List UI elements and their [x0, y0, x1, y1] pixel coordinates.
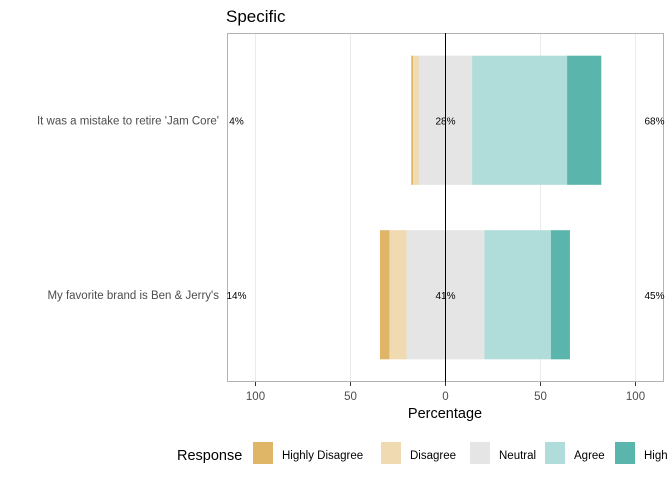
legend: Response Highly Disagree Disagree Neutral A… — [177, 442, 668, 464]
bar-segment-highly-disagree-0 — [411, 55, 414, 185]
x-tick-label-4: 100 — [626, 391, 645, 403]
pct-low-1: 14% — [226, 291, 246, 302]
pct-high-1: 45% — [644, 291, 664, 302]
legend-key-neutral — [470, 442, 490, 464]
bar-segment-highly-agree-1 — [550, 230, 570, 360]
legend-title: Response — [177, 448, 242, 464]
bars-group — [379, 33, 602, 382]
pct-low-0: 4% — [229, 116, 244, 127]
legend-key-highly-disagree — [253, 442, 273, 464]
bar-segment-disagree-1 — [389, 230, 407, 360]
x-tick-label-1: 50 — [344, 391, 357, 403]
pct-high-0: 68% — [644, 116, 664, 127]
bar-segment-highly-disagree-1 — [379, 230, 390, 360]
legend-label-disagree: Disagree — [410, 450, 456, 462]
bar-segment-disagree-0 — [413, 55, 419, 185]
legend-key-disagree — [381, 442, 401, 464]
bar-segment-highly-agree-0 — [567, 55, 602, 185]
x-tick-label-3: 50 — [534, 391, 547, 403]
category-label-1: My favorite brand is Ben & Jerry's — [47, 290, 219, 302]
category-label-0: It was a mistake to retire 'Jam Core' — [37, 115, 219, 127]
legend-label-highly-agree: High — [644, 450, 668, 462]
x-tick-label-2: 0 — [442, 391, 448, 403]
legend-label-agree: Agree — [574, 450, 605, 462]
bar-segment-agree-1 — [484, 230, 551, 360]
legend-label-highly-disagree: Highly Disagree — [282, 450, 363, 462]
x-axis-title: Percentage — [408, 406, 482, 422]
pct-neutral-0: 28% — [435, 116, 455, 127]
labels-group: It was a mistake to retire 'Jam Core' 4% 2… — [37, 115, 665, 403]
legend-label-neutral: Neutral — [499, 450, 536, 462]
legend-key-highly-agree — [615, 442, 635, 464]
pct-neutral-1: 41% — [435, 291, 455, 302]
legend-key-agree — [545, 442, 565, 464]
bar-segment-agree-0 — [472, 55, 568, 185]
chart-title: Specific — [226, 7, 286, 26]
x-tick-label-0: 100 — [246, 391, 265, 403]
